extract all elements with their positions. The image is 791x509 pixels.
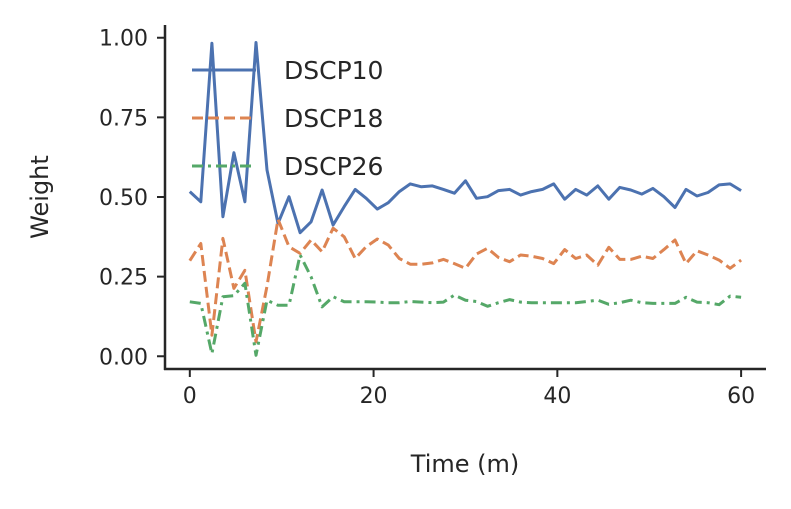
legend-entry: DSCP26	[192, 152, 383, 181]
y-axis-label: Weight	[26, 155, 54, 239]
y-tick-label: 0.25	[99, 266, 148, 291]
x-ticks: 0 20 40 60	[183, 369, 755, 409]
x-tick-label: 40	[543, 384, 571, 409]
legend-entry: DSCP10	[192, 56, 383, 85]
y-ticks: 0.00 0.25 0.50 0.75 1.00	[99, 27, 165, 370]
legend-entry: DSCP18	[192, 104, 383, 133]
x-tick-label: 20	[360, 384, 388, 409]
plot-lines	[188, 41, 742, 357]
x-tick-label: 0	[183, 384, 197, 409]
series-line-dscp10	[188, 41, 742, 235]
legend-label: DSCP18	[284, 104, 383, 133]
x-tick-label: 60	[727, 384, 755, 409]
x-axis-label: Time (m)	[410, 450, 519, 478]
y-tick-label: 0.75	[99, 106, 148, 131]
series-line-dscp18	[188, 217, 742, 344]
y-tick-label: 0.00	[99, 345, 148, 370]
legend: DSCP10 DSCP18 DSCP26	[192, 56, 383, 181]
y-tick-label: 1.00	[99, 27, 148, 52]
legend-label: DSCP26	[284, 152, 383, 181]
series-line-dscp26	[189, 253, 742, 357]
y-tick-label: 0.50	[99, 186, 148, 211]
legend-label: DSCP10	[284, 56, 383, 85]
